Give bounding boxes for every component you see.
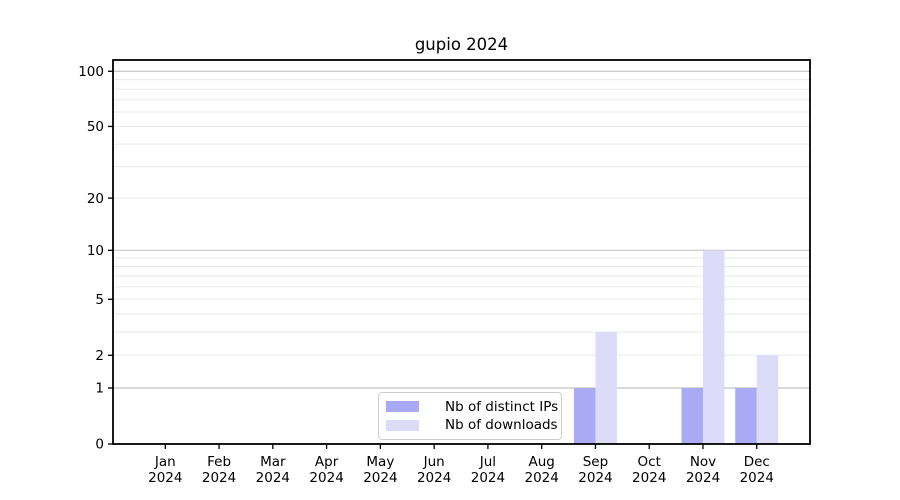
bar-downloads-nov	[703, 250, 725, 444]
x-tick-label-year-jul: 2024	[471, 470, 505, 486]
x-tick-label-month-oct: Oct	[638, 454, 661, 470]
legend-label-distinct-ips: Nb of distinct IPs	[445, 398, 559, 415]
x-tick-label-year-feb: 2024	[202, 470, 236, 486]
x-tick-label-year-aug: 2024	[525, 470, 559, 486]
x-tick-label-month-nov: Nov	[690, 454, 716, 470]
x-tick-label-month-jun: Jun	[423, 454, 445, 470]
x-tick-label-month-jul: Jul	[479, 454, 496, 470]
x-tick-label-month-dec: Dec	[744, 454, 770, 470]
x-tick-label-year-sep: 2024	[578, 470, 612, 486]
y-tick-label-0: 0	[95, 437, 104, 453]
x-tick-label-year-jan: 2024	[148, 470, 182, 486]
x-tick-label-month-sep: Sep	[583, 454, 608, 470]
bar-distinct-ips-dec	[735, 388, 757, 444]
x-tick-label-month-apr: Apr	[315, 454, 339, 470]
x-tick-label-month-may: May	[366, 454, 394, 470]
y-tick-label-1: 1	[95, 381, 104, 397]
legend-label-downloads: Nb of downloads	[445, 417, 558, 434]
legend-row-distinct-ips: Nb of distinct IPs	[386, 399, 558, 415]
y-tick-label-50: 50	[87, 119, 104, 135]
x-tick-label-year-nov: 2024	[686, 470, 720, 486]
legend: Nb of distinct IPs Nb of downloads	[378, 392, 562, 440]
x-tick-label-year-jun: 2024	[417, 470, 451, 486]
chart-title: gupio 2024	[414, 35, 509, 54]
x-tick-label-year-mar: 2024	[256, 470, 290, 486]
y-tick-label-2: 2	[95, 348, 104, 364]
bar-distinct-ips-sep	[573, 388, 596, 444]
y-tick-label-100: 100	[78, 64, 104, 80]
y-tick-label-5: 5	[95, 292, 104, 308]
bar-downloads-sep	[595, 332, 617, 444]
legend-row-downloads: Nb of downloads	[386, 417, 558, 433]
legend-swatch-downloads	[386, 419, 419, 431]
x-tick-label-month-jan: Jan	[154, 454, 176, 470]
x-tick-label-year-dec: 2024	[740, 470, 774, 486]
x-tick-label-month-aug: Aug	[529, 454, 555, 470]
y-tick-label-10: 10	[87, 243, 104, 259]
x-tick-label-year-apr: 2024	[309, 470, 343, 486]
bar-downloads-dec	[756, 355, 779, 444]
x-tick-label-month-mar: Mar	[260, 454, 286, 470]
x-tick-label-year-oct: 2024	[632, 470, 666, 486]
legend-swatch-distinct-ips	[386, 401, 419, 413]
bar-distinct-ips-nov	[681, 388, 703, 444]
y-tick-label-20: 20	[87, 191, 104, 207]
x-tick-label-year-may: 2024	[363, 470, 397, 486]
plot-border	[112, 59, 811, 445]
x-tick-label-month-feb: Feb	[207, 454, 231, 470]
